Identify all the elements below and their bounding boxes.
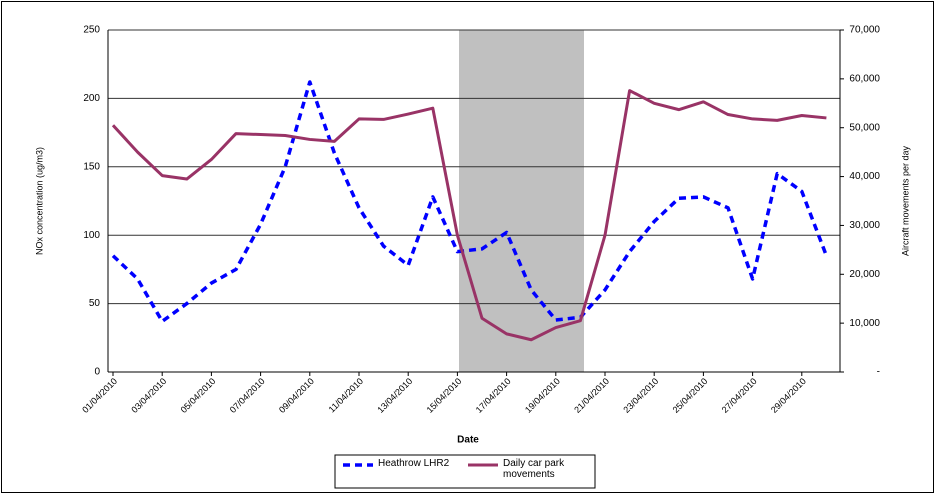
legend-label: Daily car park movements	[503, 458, 565, 480]
legend-entry: Daily car park movements	[503, 458, 565, 480]
y2-tick-label: 70,000	[849, 25, 880, 36]
y-tick-label: 150	[83, 161, 100, 172]
y-tick-label: 100	[83, 230, 100, 241]
y-axis-title: NOx concentration (ug/m3)	[34, 147, 44, 255]
y-tick-label: 200	[83, 93, 100, 104]
y2-tick-label: 50,000	[849, 122, 880, 133]
legend-entry: Heathrow LHR2	[378, 458, 450, 469]
y2-tick-label: 30,000	[849, 220, 880, 231]
y-tick-label: 0	[94, 367, 100, 378]
legend-label: Heathrow LHR2	[378, 458, 450, 469]
series-line	[111, 80, 829, 324]
y2-tick-label: -	[877, 367, 880, 378]
y2-tick-label: 40,000	[849, 171, 880, 182]
y2-axis-title: Aircraft movements per day	[900, 145, 910, 256]
y-tick-label: 250	[83, 25, 100, 36]
x-axis-title: Date	[457, 435, 479, 446]
y-tick-label: 50	[89, 298, 101, 309]
y2-tick-label: 20,000	[849, 269, 880, 280]
y2-tick-label: 10,000	[849, 318, 880, 329]
y2-tick-label: 60,000	[849, 73, 880, 84]
shaded-period	[459, 30, 584, 372]
legend	[334, 454, 596, 489]
series-line	[111, 89, 827, 342]
